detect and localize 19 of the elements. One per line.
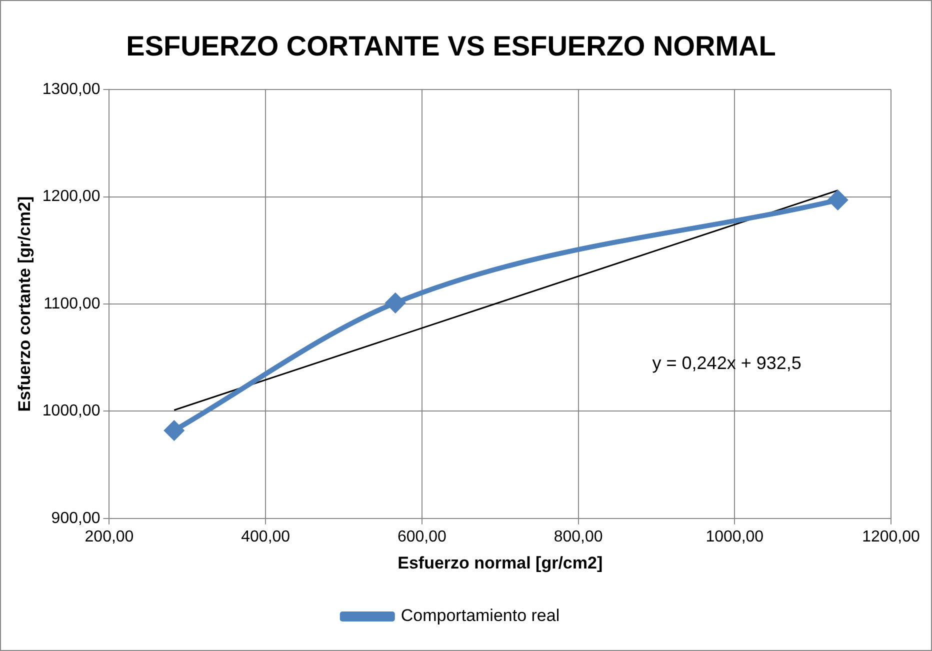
- x-tick-label: 200,00: [84, 528, 134, 546]
- annotation: y = 0,242x + 932,5: [652, 353, 802, 373]
- x-tick-label: 600,00: [397, 528, 447, 546]
- x-tick-label: 1200,00: [862, 528, 920, 546]
- chart-title: ESFUERZO CORTANTE VS ESFUERZO NORMAL: [126, 30, 776, 62]
- legend-label: Comportamiento real: [400, 606, 560, 626]
- x-tick-label: 400,00: [241, 528, 290, 546]
- y-axis-title: Esfuerzo cortante [gr/cm2]: [14, 196, 34, 412]
- y-tick-label: 900,00: [51, 510, 100, 527]
- y-tick-label: 1100,00: [44, 295, 100, 312]
- y-tick-label: 1000,00: [42, 402, 100, 420]
- point: [386, 293, 405, 312]
- x-axis-title: Esfuerzo normal [gr/cm2]: [398, 553, 603, 572]
- y-tick-label: 1300,00: [42, 81, 100, 98]
- point: [164, 420, 184, 440]
- point: [828, 190, 848, 210]
- x-tick-label: 800,00: [554, 528, 603, 546]
- x-tick-label: 1000,00: [706, 528, 764, 546]
- y-tick-label: 1200,00: [42, 188, 100, 206]
